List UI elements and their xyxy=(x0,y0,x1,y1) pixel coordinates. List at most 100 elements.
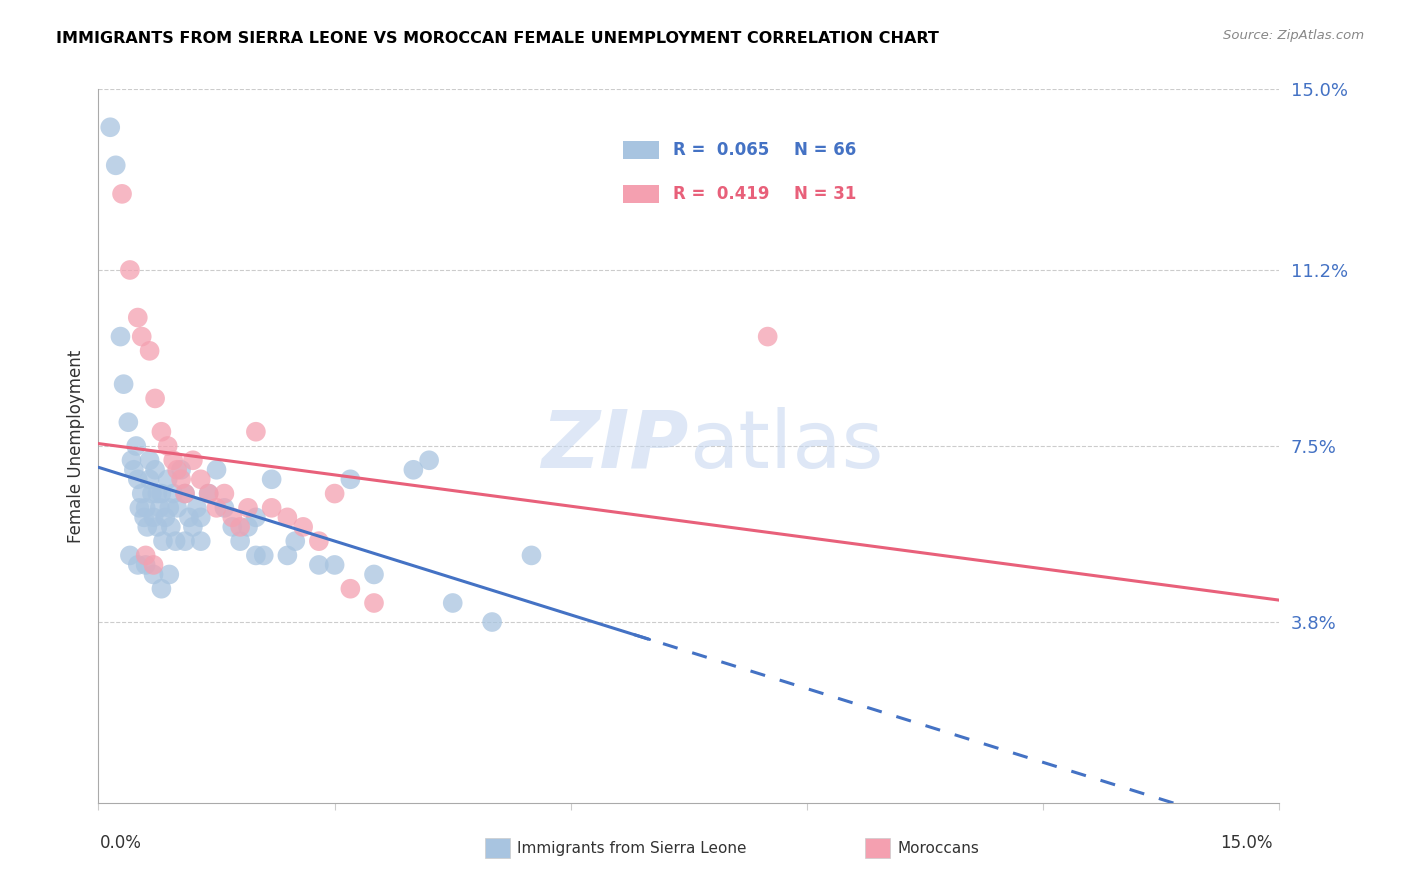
Point xyxy=(156,472,179,486)
Point xyxy=(112,377,135,392)
Text: N = 66: N = 66 xyxy=(794,141,856,159)
Text: R =  0.419: R = 0.419 xyxy=(673,185,770,202)
Point xyxy=(125,439,148,453)
Point xyxy=(117,415,139,429)
Point xyxy=(214,500,236,515)
Point xyxy=(142,558,165,572)
Point xyxy=(118,263,141,277)
Point xyxy=(121,453,143,467)
Text: ZIP: ZIP xyxy=(541,407,689,485)
Text: Immigrants from Sierra Leone: Immigrants from Sierra Leone xyxy=(517,841,747,855)
Point xyxy=(122,463,145,477)
Point xyxy=(276,510,298,524)
Point xyxy=(253,549,276,563)
Point xyxy=(245,510,267,524)
Point xyxy=(174,534,197,549)
Point xyxy=(135,500,157,515)
Point xyxy=(162,453,184,467)
Point xyxy=(177,510,200,524)
Point xyxy=(205,500,228,515)
Point xyxy=(190,534,212,549)
Point xyxy=(135,549,157,563)
Point xyxy=(181,453,204,467)
Point xyxy=(136,520,159,534)
Point xyxy=(402,463,425,477)
Point xyxy=(214,486,236,500)
Point xyxy=(150,486,173,500)
Point xyxy=(186,500,208,515)
Point xyxy=(143,392,166,406)
Point xyxy=(229,534,252,549)
Point xyxy=(127,310,149,325)
Point xyxy=(143,463,166,477)
Point xyxy=(323,558,346,572)
Y-axis label: Female Unemployment: Female Unemployment xyxy=(66,350,84,542)
Point xyxy=(138,453,160,467)
Text: 15.0%: 15.0% xyxy=(1220,834,1272,852)
Point xyxy=(131,486,153,500)
Point xyxy=(756,329,779,343)
Point xyxy=(323,486,346,500)
Point xyxy=(170,472,193,486)
Point xyxy=(221,520,243,534)
Point xyxy=(155,510,177,524)
Text: N = 31: N = 31 xyxy=(794,185,856,202)
Point xyxy=(190,510,212,524)
Point xyxy=(245,425,267,439)
Point xyxy=(110,329,132,343)
Point xyxy=(181,520,204,534)
Point xyxy=(418,453,440,467)
Point xyxy=(132,510,155,524)
Point xyxy=(157,567,180,582)
Point xyxy=(308,558,330,572)
Text: R =  0.065: R = 0.065 xyxy=(673,141,769,159)
Point xyxy=(229,520,252,534)
Point xyxy=(339,582,361,596)
Point xyxy=(152,534,174,549)
Point xyxy=(118,549,141,563)
Point xyxy=(165,534,187,549)
Point xyxy=(260,500,283,515)
Point xyxy=(127,558,149,572)
Point xyxy=(138,343,160,358)
Point xyxy=(146,520,169,534)
Point xyxy=(363,596,385,610)
Point xyxy=(190,472,212,486)
Bar xyxy=(623,141,659,159)
Point xyxy=(149,500,172,515)
Point xyxy=(157,500,180,515)
Point xyxy=(284,534,307,549)
Point xyxy=(131,329,153,343)
Point xyxy=(174,486,197,500)
Point xyxy=(260,472,283,486)
Point xyxy=(236,520,259,534)
Point xyxy=(245,549,267,563)
Point xyxy=(142,510,165,524)
Point xyxy=(146,486,169,500)
Point xyxy=(111,186,134,201)
Point xyxy=(236,500,259,515)
Text: Source: ZipAtlas.com: Source: ZipAtlas.com xyxy=(1223,29,1364,42)
Point xyxy=(170,463,193,477)
Text: 0.0%: 0.0% xyxy=(100,834,142,852)
Text: IMMIGRANTS FROM SIERRA LEONE VS MOROCCAN FEMALE UNEMPLOYMENT CORRELATION CHART: IMMIGRANTS FROM SIERRA LEONE VS MOROCCAN… xyxy=(56,31,939,46)
Point xyxy=(127,472,149,486)
Point xyxy=(128,500,150,515)
Point xyxy=(150,582,173,596)
Point xyxy=(520,549,543,563)
Point xyxy=(142,567,165,582)
Point xyxy=(162,486,184,500)
Text: Moroccans: Moroccans xyxy=(897,841,979,855)
Point xyxy=(205,463,228,477)
Point xyxy=(197,486,219,500)
Point xyxy=(174,486,197,500)
Point xyxy=(98,120,121,135)
Point xyxy=(276,549,298,563)
Point xyxy=(308,534,330,549)
Point xyxy=(166,463,188,477)
Point xyxy=(221,510,243,524)
Point xyxy=(104,158,127,172)
Point xyxy=(141,486,163,500)
Point xyxy=(135,558,157,572)
Point xyxy=(197,486,219,500)
